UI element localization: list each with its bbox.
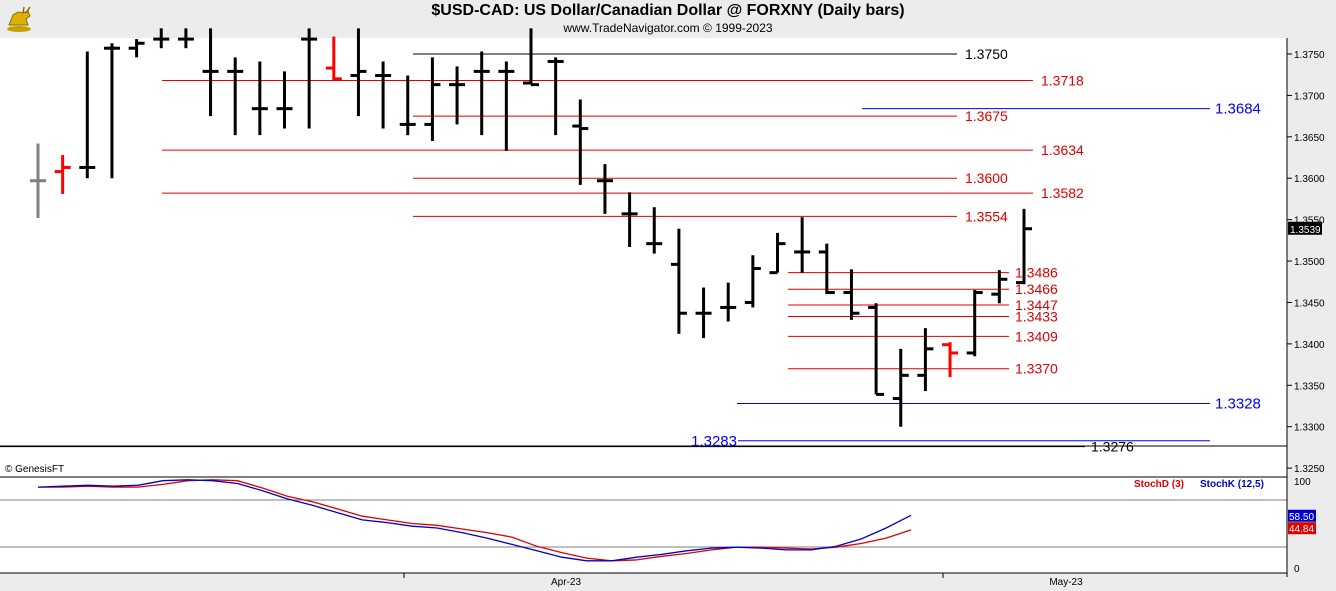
- price-bar: [325, 36, 342, 81]
- price-bar: [966, 290, 983, 357]
- price-bar: [54, 155, 71, 194]
- last-price-label: 1.3539: [1290, 225, 1321, 236]
- level-label-1.3554: 1.3554: [965, 208, 1008, 224]
- bars-layer: [30, 28, 1032, 427]
- price-bar: [621, 192, 638, 247]
- price-bar: [769, 232, 786, 275]
- price-bar: [991, 270, 1008, 304]
- x-label-apr: Apr-23: [551, 577, 581, 588]
- stoch-last-box: [1288, 509, 1316, 522]
- level-label-1.3370: 1.3370: [1015, 361, 1058, 377]
- price-bar: [695, 287, 712, 339]
- y-tick-label: 1.3350: [1294, 381, 1325, 392]
- price-bar: [79, 51, 96, 179]
- stoch-k-legend: StochK (12,5): [1200, 479, 1264, 490]
- stoch-d-legend: StochD (3): [1134, 479, 1184, 490]
- price-bar: [744, 255, 761, 308]
- price-bar: [473, 51, 490, 136]
- y-tick-label: 1.3750: [1294, 50, 1325, 61]
- last-price-box: [1288, 221, 1322, 235]
- price-bar: [794, 217, 811, 273]
- level-label-1.3409: 1.3409: [1015, 328, 1058, 344]
- price-bar: [942, 342, 959, 377]
- price-bar: [596, 164, 613, 214]
- chart-header: $USD-CAD: US Dollar/Canadian Dollar @ FO…: [0, 0, 1336, 38]
- price-bar: [646, 207, 663, 254]
- price-bar: [153, 28, 170, 49]
- y-tick-label: 1.3700: [1294, 91, 1325, 102]
- price-bar: [868, 303, 885, 396]
- price-bar: [276, 71, 293, 129]
- price-bar: [301, 28, 318, 129]
- level-label-1.3750: 1.3750: [965, 46, 1008, 62]
- y-tick-label: 1.3500: [1294, 257, 1325, 268]
- level-label-1.3283: 1.3283: [691, 433, 737, 450]
- level-label-1.3447: 1.3447: [1015, 297, 1058, 313]
- price-bar: [917, 328, 934, 392]
- price-bar: [1016, 208, 1032, 285]
- level-label-1.3328: 1.3328: [1215, 396, 1261, 413]
- price-bar: [251, 61, 268, 136]
- stoch-tick-100: 100: [1294, 477, 1311, 488]
- chart-subtitle: www.TradeNavigator.com © 1999-2023: [563, 21, 773, 35]
- price-bar: [449, 66, 466, 125]
- price-bar: [177, 28, 194, 49]
- price-bar: [128, 39, 145, 58]
- stoch-line-k: [37, 479, 912, 562]
- price-bar: [818, 243, 835, 295]
- price-bar: [498, 61, 515, 151]
- level-label-1.3684: 1.3684: [1215, 101, 1261, 118]
- y-tick-label: 1.3250: [1294, 464, 1325, 475]
- price-bar: [720, 282, 737, 322]
- price-bar: [572, 99, 589, 185]
- y-tick-label: 1.3550: [1294, 216, 1325, 227]
- level-label-1.3600: 1.3600: [965, 170, 1008, 186]
- stoch-last-box: [1288, 522, 1316, 535]
- level-label-1.3433: 1.3433: [1015, 309, 1058, 325]
- bull-logo-icon: [7, 6, 31, 32]
- price-bar: [843, 269, 860, 320]
- level-label-1.3466: 1.3466: [1015, 281, 1058, 297]
- price-panel-bg: [0, 38, 1287, 477]
- copyright-text: © GenesisFT: [5, 464, 64, 475]
- price-bar: [350, 28, 367, 117]
- price-bar: [892, 348, 909, 427]
- price-bar: [424, 57, 441, 141]
- level-label-1.3718: 1.3718: [1041, 73, 1084, 89]
- price-bar: [670, 228, 687, 334]
- chart-title: $USD-CAD: US Dollar/Canadian Dollar @ FO…: [431, 2, 905, 19]
- y-tick-label: 1.3650: [1294, 133, 1325, 144]
- price-bar: [375, 61, 392, 129]
- y-tick-label: 1.3600: [1294, 174, 1325, 185]
- level-label-1.3486: 1.3486: [1015, 265, 1058, 281]
- levels-layer: 1.3750 1.3718 1.3684 1.3675 1.3634 1.3600 1.35…: [0, 46, 1261, 455]
- level-label-1.3276: 1.3276: [1091, 439, 1134, 455]
- price-bar: [399, 75, 416, 136]
- stoch-last-value: 44.84: [1289, 524, 1314, 535]
- y-tick-label: 1.3450: [1294, 298, 1325, 309]
- stoch-last-value: 58.50: [1289, 512, 1314, 523]
- price-bar: [547, 57, 564, 136]
- x-label-may: May-23: [1049, 577, 1083, 588]
- level-label-1.3582: 1.3582: [1041, 185, 1084, 201]
- y-tick-label: 1.3400: [1294, 340, 1325, 351]
- stoch-line-d: [38, 479, 912, 562]
- y-tick-label: 1.3300: [1294, 423, 1325, 434]
- price-bar: [202, 28, 219, 117]
- price-bar: [30, 143, 46, 218]
- level-label-1.3634: 1.3634: [1041, 142, 1084, 158]
- level-label-1.3675: 1.3675: [965, 108, 1008, 124]
- stoch-tick-0: 0: [1294, 564, 1300, 575]
- price-bar: [523, 28, 539, 87]
- price-y-axis: 1.3750 1.3700 1.3650 1.3600 1.3550 1.3500 1.34…: [1287, 50, 1325, 475]
- price-bar: [227, 57, 244, 136]
- price-bar: [103, 43, 120, 179]
